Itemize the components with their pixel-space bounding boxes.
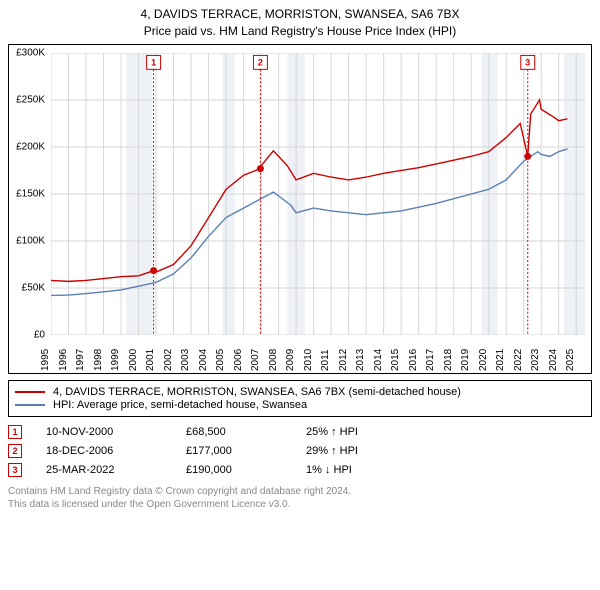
legend-item: 4, DAVIDS TERRACE, MORRISTON, SWANSEA, S… [15,386,585,398]
x-tick-label: 2023 [530,348,541,370]
transaction-price: £68,500 [186,426,306,438]
transaction-row: 3 25-MAR-2022£190,0001% ↓ HPI [8,463,592,477]
x-tick-label: 2019 [460,348,471,370]
transaction-row: 1 10-NOV-2000£68,50025% ↑ HPI [8,425,592,439]
svg-text:1: 1 [151,57,156,67]
x-tick-label: 2015 [390,348,401,370]
attribution-footer: Contains HM Land Registry data © Crown c… [8,485,592,511]
x-tick-label: 2010 [303,348,314,370]
x-tick-label: 2020 [478,348,489,370]
title-line-1: 4, DAVIDS TERRACE, MORRISTON, SWANSEA, S… [8,6,592,23]
x-tick-label: 2017 [425,348,436,370]
x-tick-label: 2005 [215,348,226,370]
y-tick-label: £250K [16,94,45,105]
transaction-date: 10-NOV-2000 [46,426,186,438]
footer-line-1: Contains HM Land Registry data © Crown c… [8,485,592,498]
transactions-table: 1 10-NOV-2000£68,50025% ↑ HPI 2 18-DEC-2006… [8,425,592,477]
price-chart: £0 £50K £100K £150K £200K £250K £300K 1 2 3 1995… [8,44,592,374]
y-axis: £0£50K£100K£150K£200K£250K£300K [9,53,49,335]
x-tick-label: 1999 [110,348,121,370]
transaction-pct: 25% ↑ HPI [306,426,406,438]
x-tick-label: 2011 [320,349,331,371]
x-axis: 1995199619971998199920002001200220032004… [51,337,585,373]
title-line-2: Price paid vs. HM Land Registry's House … [8,23,592,40]
x-tick-label: 2009 [285,348,296,370]
x-tick-label: 2000 [128,348,139,370]
x-tick-label: 2004 [198,348,209,370]
plot-area: 1 2 3 [51,53,585,335]
legend: 4, DAVIDS TERRACE, MORRISTON, SWANSEA, S… [8,380,592,417]
x-tick-label: 2016 [408,348,419,370]
chart-title: 4, DAVIDS TERRACE, MORRISTON, SWANSEA, S… [8,6,592,40]
x-tick-label: 2021 [495,348,506,370]
x-tick-label: 2022 [513,348,524,370]
x-tick-label: 2002 [163,348,174,370]
x-tick-label: 2013 [355,348,366,370]
x-tick-label: 1996 [58,348,69,370]
transaction-price: £177,000 [186,445,306,457]
transaction-marker: 1 [8,425,22,439]
transaction-pct: 1% ↓ HPI [306,464,406,476]
x-tick-label: 2008 [268,348,279,370]
legend-color-line [15,404,45,406]
x-tick-label: 2018 [443,348,454,370]
x-tick-label: 2025 [565,348,576,370]
x-tick-label: 2003 [180,348,191,370]
x-tick-label: 1995 [40,348,51,370]
footer-line-2: This data is licensed under the Open Gov… [8,498,592,511]
svg-text:3: 3 [525,57,530,67]
transaction-row: 2 18-DEC-2006£177,00029% ↑ HPI [8,444,592,458]
x-tick-label: 2012 [338,348,349,370]
legend-label: 4, DAVIDS TERRACE, MORRISTON, SWANSEA, S… [53,386,461,398]
y-tick-label: £50K [22,282,45,293]
legend-color-line [15,391,45,393]
transaction-marker: 2 [8,444,22,458]
transaction-date: 25-MAR-2022 [46,464,186,476]
x-tick-label: 2006 [233,348,244,370]
x-tick-label: 2014 [373,348,384,370]
y-tick-label: £200K [16,141,45,152]
plot-svg: 1 2 3 [51,53,585,335]
transaction-price: £190,000 [186,464,306,476]
transaction-date: 18-DEC-2006 [46,445,186,457]
x-tick-label: 2024 [548,348,559,370]
svg-text:2: 2 [258,57,263,67]
x-tick-label: 1998 [93,348,104,370]
y-tick-label: £150K [16,188,45,199]
legend-item: HPI: Average price, semi-detached house,… [15,399,585,411]
y-tick-label: £100K [16,235,45,246]
x-tick-label: 2001 [145,348,156,370]
y-tick-label: £0 [34,329,45,340]
transaction-pct: 29% ↑ HPI [306,445,406,457]
x-tick-label: 1997 [75,348,86,370]
x-tick-label: 2007 [250,348,261,370]
y-tick-label: £300K [16,47,45,58]
transaction-marker: 3 [8,463,22,477]
legend-label: HPI: Average price, semi-detached house,… [53,399,307,411]
